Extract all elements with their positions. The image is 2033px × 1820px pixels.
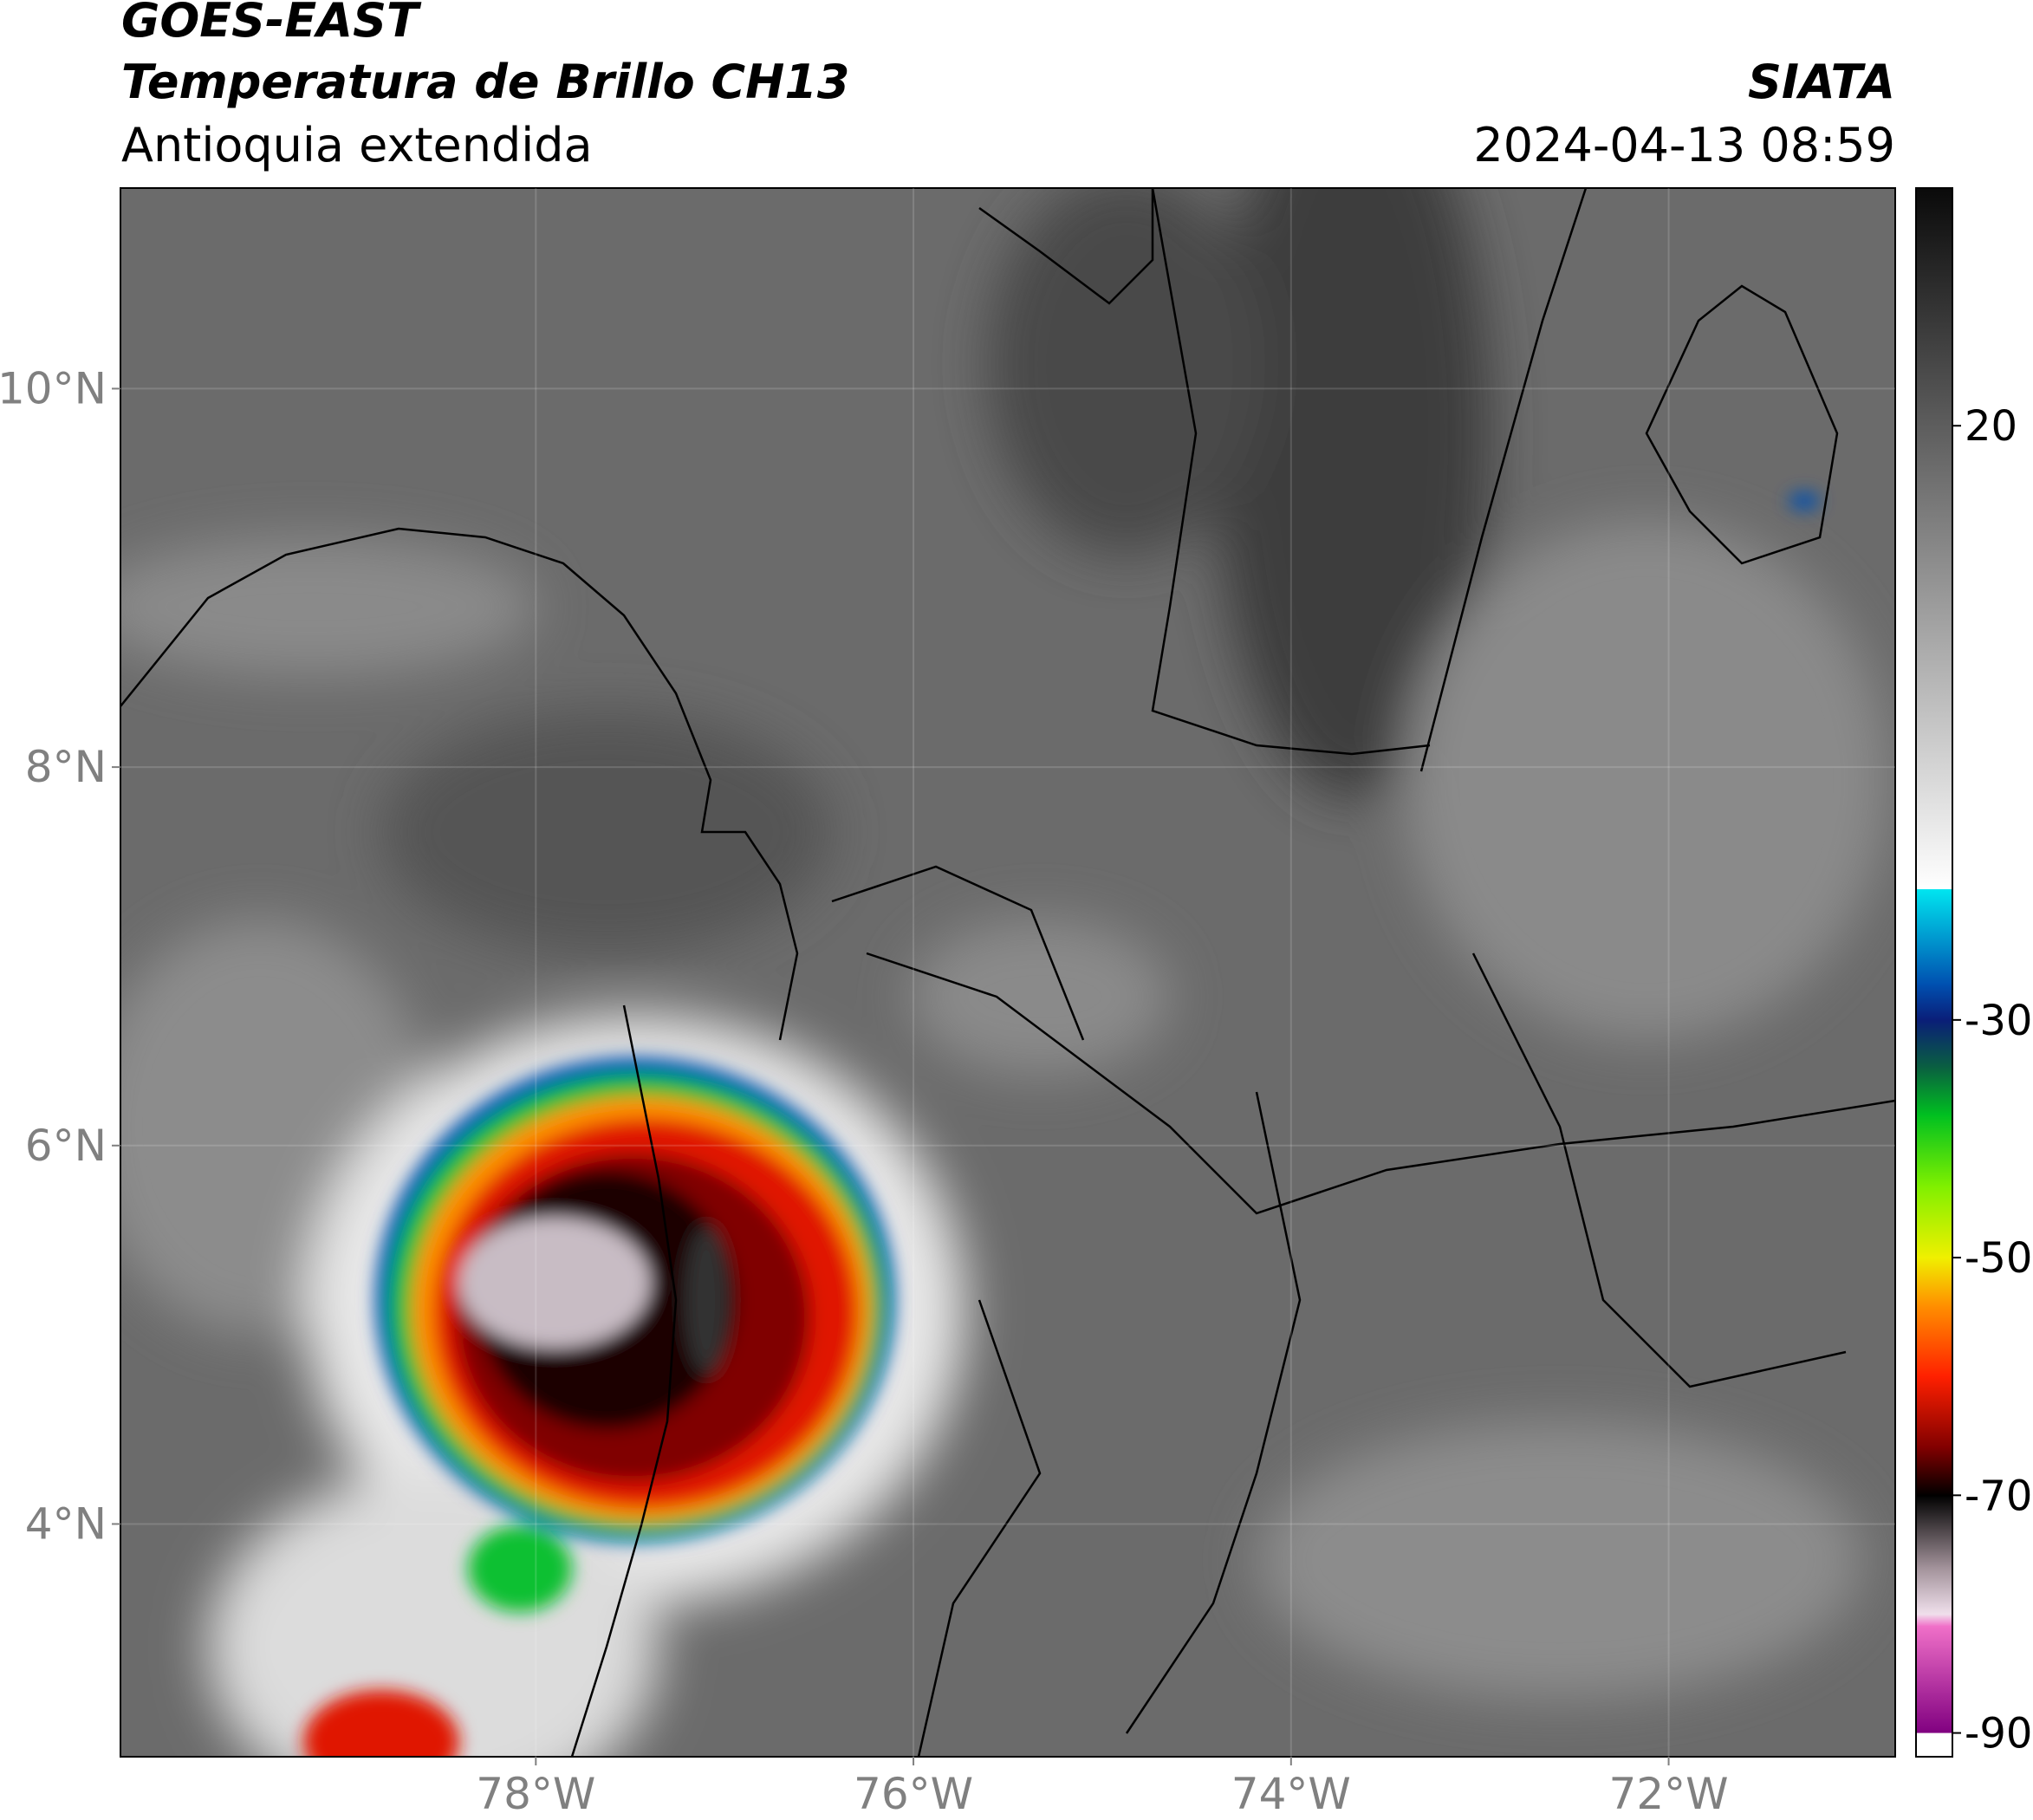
- colorbar-segment: [1916, 1115, 1952, 1187]
- colorbar-frame: [1915, 187, 1953, 1758]
- colorbar-tick-label: -50: [1965, 1234, 2032, 1283]
- colorbar-segment: [1916, 1019, 1952, 1069]
- colorbar-tick-label: 20: [1965, 402, 2017, 451]
- map-image: [120, 188, 1895, 1757]
- colorbar-segment: [1916, 1566, 1952, 1615]
- product-title: Temperatura de Brillo CH13: [121, 55, 850, 109]
- colorbar-tick-label: -70: [1965, 1472, 2032, 1520]
- x-tick-label: 76°W: [854, 1769, 973, 1819]
- colorbar-segment: [1916, 1614, 1952, 1627]
- borders: [120, 188, 1895, 1757]
- colorbar-segment: [1916, 1186, 1952, 1258]
- colorbar-segment: [1916, 1067, 1952, 1116]
- colorbar-segment: [1916, 1447, 1952, 1496]
- colorbar-segment: [1916, 1376, 1952, 1448]
- satellite-title: GOES-EAST: [121, 0, 422, 48]
- colorbar-segment: [1916, 1626, 1952, 1734]
- colorbar-segment: [1916, 188, 1952, 890]
- x-tick-label: 74°W: [1231, 1769, 1351, 1819]
- y-tick-label: 6°N: [25, 1121, 107, 1171]
- colorbar-segment: [1916, 1258, 1952, 1306]
- colorbar-segment: [1916, 1495, 1952, 1568]
- map-frame: [120, 187, 1896, 1758]
- x-tick-label: 72°W: [1609, 1769, 1729, 1819]
- datetime-label: 2024-04-13 08:59: [1473, 118, 1895, 172]
- colorbar-segment: [1916, 984, 1952, 1021]
- x-tick-label: 78°W: [476, 1769, 595, 1819]
- convective-storm: [303, 492, 1820, 1757]
- y-tick-label: 4°N: [25, 1498, 107, 1549]
- colorbar-segment: [1916, 1732, 1952, 1758]
- y-tick-label: 8°N: [25, 742, 107, 792]
- colorbar-tick-label: -30: [1965, 997, 2032, 1045]
- region-subtitle: Antioquia extendida: [121, 118, 593, 172]
- y-tick-label: 10°N: [0, 363, 107, 413]
- colorbar-segment: [1916, 889, 1952, 985]
- colorbar-segment: [1916, 1304, 1952, 1377]
- colorbar-tick-label: -90: [1965, 1710, 2032, 1758]
- source-label: SIATA: [1748, 55, 1895, 109]
